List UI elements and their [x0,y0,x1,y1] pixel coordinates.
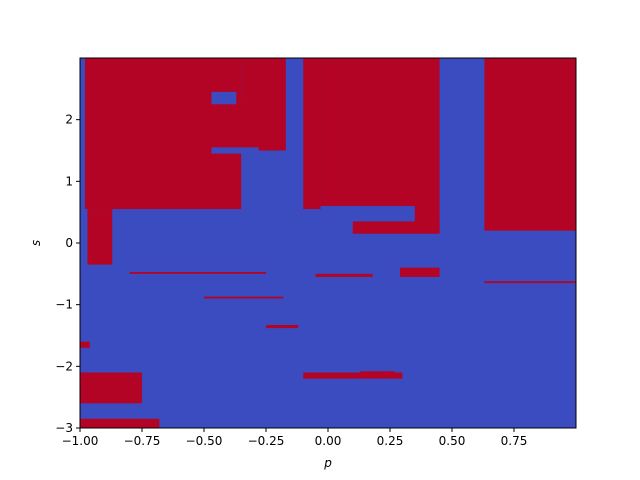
heatmap-high-region [191,101,254,148]
heatmap-low-region [444,58,485,428]
heatmap-high-region [360,371,395,374]
x-tick-label: −1.00 [62,434,99,448]
x-tick-label: 0.25 [377,434,404,448]
y-axis-ticks: −3 −2 −1 0 1 2 [55,113,80,435]
heatmap-high-region [80,341,90,348]
x-tick-label: 0.75 [501,434,528,448]
heatmap-low-region [211,147,259,154]
heatmap-high-region [399,267,440,277]
x-tick-label: 0.00 [315,434,342,448]
heatmap-high-region [320,58,440,206]
heatmap-high-region [204,296,284,299]
heatmap-high-region [315,273,373,277]
x-tick-label: −0.25 [248,434,285,448]
x-tick-label: 0.50 [439,434,466,448]
heatmap-high-region [87,209,113,265]
y-axis-label: s [29,240,43,246]
y-tick-label: 1 [65,174,73,188]
y-tick-label: 0 [65,236,73,250]
heatmap-high-region [303,372,403,379]
heatmap-low-region [211,91,237,105]
heatmap-high-region [266,325,299,329]
x-axis-ticks: −1.00 −0.75 −0.50 −0.25 0.00 0.25 0.50 0.75 [62,428,528,448]
heatmap-high-region [476,281,576,284]
heatmap-high-region [484,58,576,188]
heatmap-low-region [471,187,485,231]
x-axis-label: p [323,456,332,470]
y-tick-label: −3 [55,421,73,435]
y-tick-label: −1 [55,298,73,312]
heatmap-high-region [303,58,321,210]
heatmap-high-region [476,187,576,231]
heatmap-high-region [129,271,266,274]
y-tick-label: −2 [55,359,73,373]
x-tick-label: −0.75 [124,434,161,448]
y-tick-label: 2 [65,113,73,127]
heatmap-high-region [352,221,440,234]
heatmap-high-region [80,372,142,404]
heatmap-cells [80,58,576,428]
x-tick-label: −0.50 [186,434,223,448]
heatmap-high-region [80,418,160,428]
